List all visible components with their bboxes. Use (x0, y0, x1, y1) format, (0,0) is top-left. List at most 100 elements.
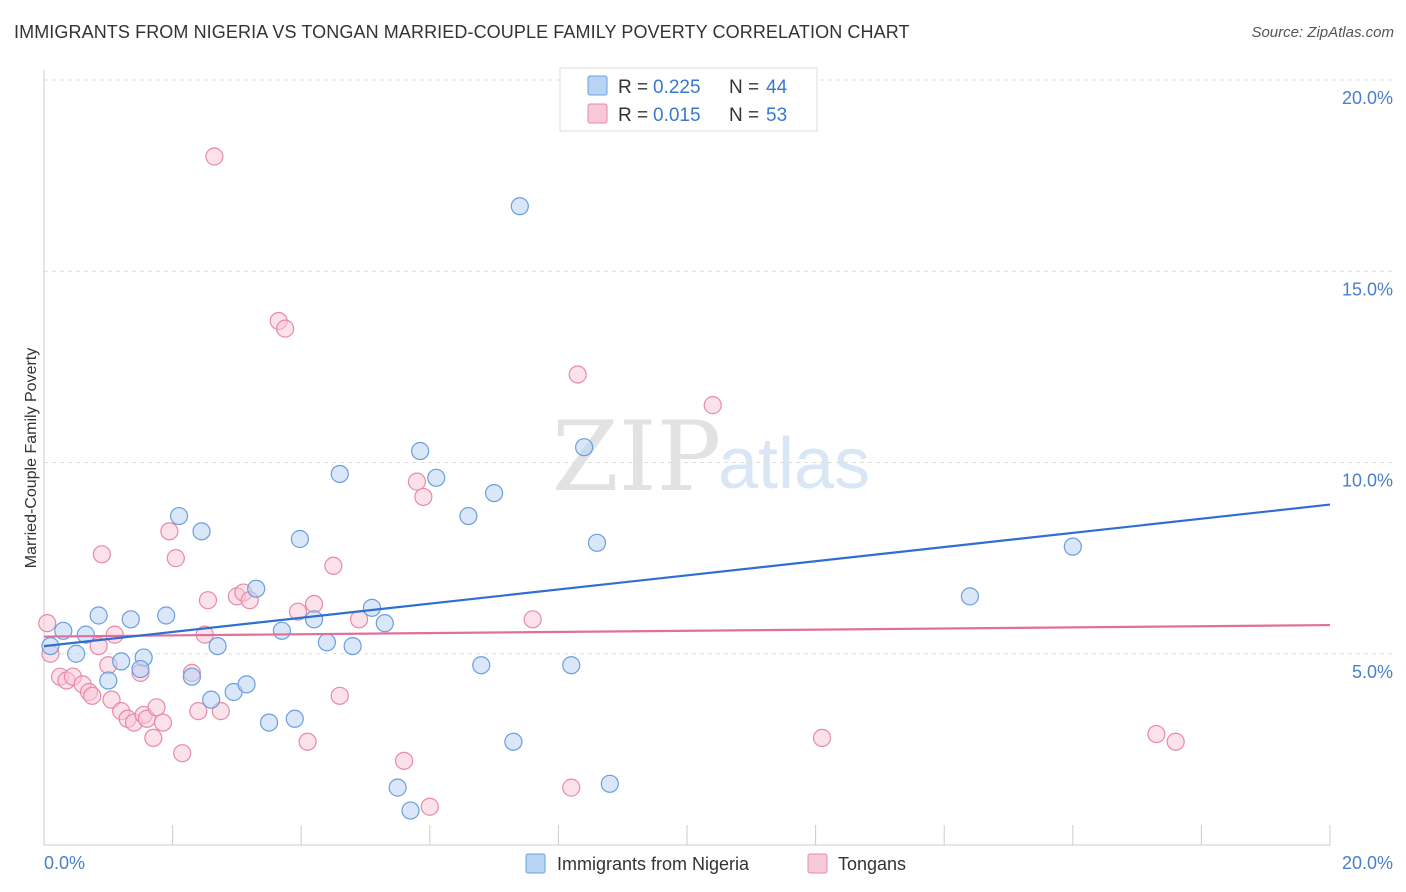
nigeria-point (67, 644, 86, 663)
tongans-point (205, 147, 224, 166)
nigeria-point (575, 438, 594, 457)
nigeria-point (285, 709, 304, 728)
gridlines (44, 79, 1393, 655)
nigeria-point (290, 529, 310, 549)
tongans-point (38, 614, 57, 633)
nigeria-point (472, 656, 491, 675)
tongans-point (144, 728, 163, 748)
nigeria-point (202, 690, 221, 709)
nigeria-point (157, 606, 176, 625)
bottom-legend-tongan-swatch (807, 853, 828, 874)
tongans-point (330, 686, 349, 705)
nigeria-point (587, 533, 607, 552)
nigeria-point (131, 659, 150, 679)
legend-nigeria-swatch (587, 75, 608, 96)
tongans-point (523, 610, 542, 629)
y-tick-label: 5.0% (1352, 662, 1393, 682)
tongans-point (153, 713, 173, 732)
x-tick-label-0: 0.0% (44, 853, 85, 873)
tongans-point (89, 636, 108, 656)
nigeria-point (169, 506, 189, 526)
tongans-point (1147, 724, 1166, 744)
legend-nigeria-r-label: R = (618, 77, 648, 98)
watermark-zip: ZIP (552, 401, 721, 513)
bottom-legend-nigeria-label: Immigrants from Nigeria (557, 854, 750, 874)
nigeria-trend-line (43, 503, 1331, 648)
tongans-point (105, 625, 124, 644)
tongans-point (166, 549, 185, 568)
nigeria-point (192, 522, 211, 541)
tongans-point (703, 396, 722, 415)
nigeria-point (960, 587, 980, 606)
x-axis-ticks (172, 825, 1331, 845)
nigeria-point (112, 652, 131, 671)
nigeria-point (99, 671, 118, 690)
tongans-point (562, 778, 581, 797)
nigeria-point (600, 774, 619, 793)
nigeria-point (1063, 537, 1082, 556)
legend-nigeria-n-label: N = (729, 77, 759, 98)
nigeria-points (41, 197, 1082, 820)
tongans-point (304, 594, 324, 614)
tongans-point (198, 591, 218, 610)
y-tick-label: 15.0% (1342, 279, 1393, 299)
nigeria-point (427, 468, 446, 487)
nigeria-point (330, 464, 349, 484)
tongans-point (288, 602, 308, 621)
nigeria-point (362, 598, 382, 617)
source-credit: Source: ZipAtlas.com (1251, 24, 1394, 41)
nigeria-point (54, 621, 73, 640)
tongans-points (38, 147, 1185, 816)
chart-title: IMMIGRANTS FROM NIGERIA VS TONGAN MARRIE… (14, 22, 910, 42)
tongans-point (298, 732, 317, 751)
nigeria-point (247, 579, 266, 598)
nigeria-point (411, 441, 430, 461)
nigeria-point (272, 621, 292, 640)
tongans-point (92, 545, 111, 564)
tongans-trend-line (43, 623, 1331, 638)
nigeria-point (208, 636, 227, 656)
tongans-point (1166, 732, 1185, 751)
legend-nigeria-r-value: 0.225 (653, 77, 701, 98)
nigeria-point (375, 614, 394, 633)
tongans-point (414, 487, 433, 507)
nigeria-point (343, 636, 362, 656)
y-tick-label: 20.0% (1342, 88, 1393, 108)
nigeria-point (485, 484, 504, 503)
nigeria-point (89, 606, 108, 625)
x-tick-label-20: 20.0% (1342, 853, 1393, 873)
tongans-point (394, 751, 414, 770)
series-legend: Immigrants from Nigeria Tongans (525, 853, 906, 874)
nigeria-point (504, 732, 523, 751)
nigeria-point (237, 675, 256, 694)
tongans-point (173, 744, 192, 763)
legend-tongan-n-value: 53 (766, 105, 787, 126)
nigeria-point (459, 506, 478, 526)
y-tick-labels: 5.0% 10.0% 15.0% 20.0% (1342, 88, 1393, 682)
tongans-point (147, 698, 166, 717)
nigeria-point (562, 656, 581, 675)
nigeria-point (510, 197, 529, 216)
legend-tongan-r-value: 0.015 (653, 105, 701, 126)
nigeria-point (388, 778, 407, 797)
tongans-point (407, 472, 427, 491)
nigeria-point (182, 667, 201, 686)
watermark-atlas: atlas (718, 424, 870, 504)
tongans-point (160, 522, 179, 541)
correlation-legend: R = 0.225 N = 44 R = 0.015 N = 53 (559, 67, 818, 132)
legend-tongan-swatch (587, 103, 608, 124)
nigeria-point (304, 610, 324, 629)
y-axis-label: Married-Couple Family Poverty (23, 348, 40, 569)
nigeria-point (317, 633, 337, 652)
y-tick-label: 10.0% (1342, 471, 1393, 491)
tongans-point (83, 686, 102, 705)
tongans-point (420, 797, 439, 816)
bottom-legend-tongan-label: Tongans (838, 854, 906, 874)
tongans-point (189, 702, 208, 721)
legend-tongan-r-label: R = (618, 105, 648, 126)
nigeria-point (76, 625, 95, 644)
tongans-point (568, 365, 587, 384)
nigeria-point (121, 610, 140, 629)
tongans-point (812, 728, 832, 748)
